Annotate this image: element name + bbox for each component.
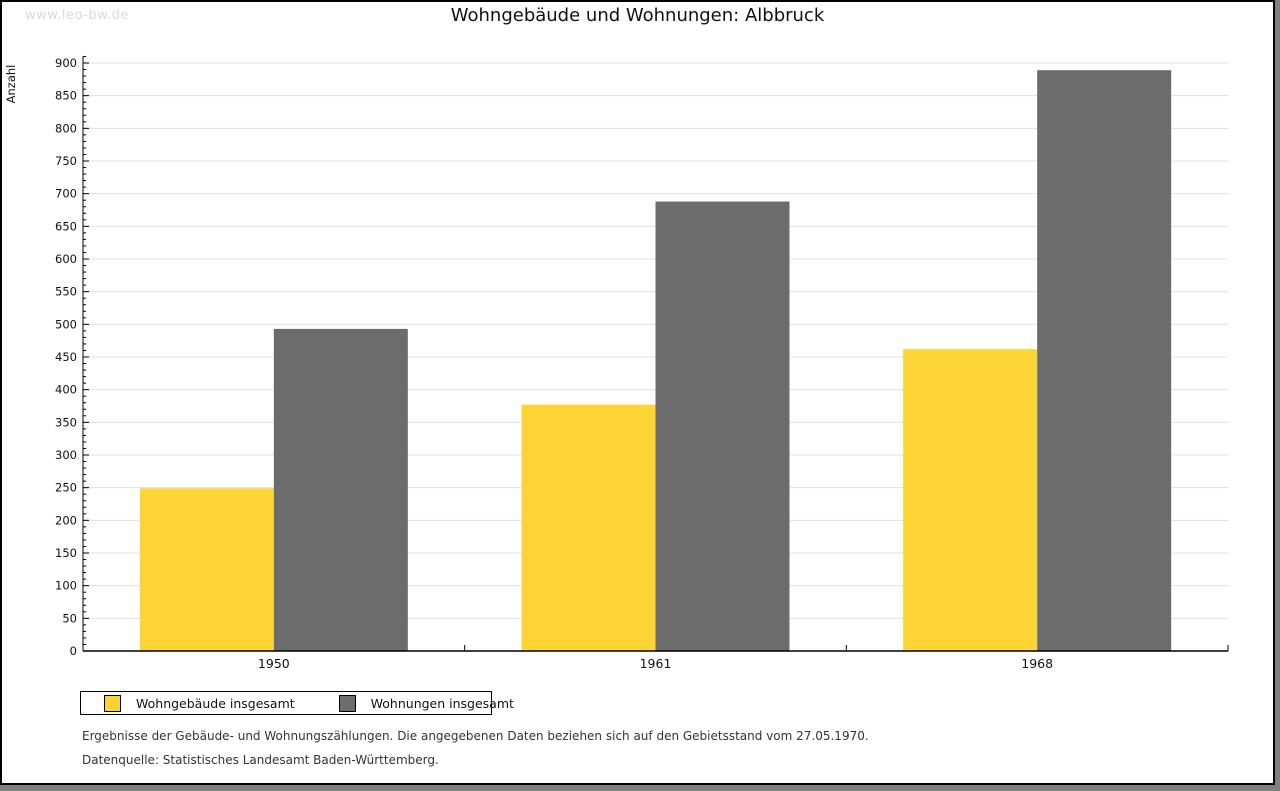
legend-swatch-wohngebaeude xyxy=(104,694,121,712)
footnote-gebietsstand: Ergebnisse der Gebäude- und Wohnungszähl… xyxy=(82,729,869,743)
y-tick-label: 850 xyxy=(55,89,77,103)
bar-1968-series0 xyxy=(903,349,1038,651)
bar-1950-series0 xyxy=(139,488,274,651)
chart-title: Wohngebäude und Wohnungen: Albbruck xyxy=(450,5,825,26)
legend-label-wohngebaeude: Wohngebäude insgesamt xyxy=(136,695,295,711)
y-tick-label: 700 xyxy=(55,187,77,201)
bar-1961-series0 xyxy=(521,404,656,651)
legend-item-wohngebaeude: Wohngebäude insgesamt xyxy=(104,694,295,712)
bar-1961-series1 xyxy=(655,201,790,652)
y-tick-label: 450 xyxy=(55,350,77,364)
y-tick-label: 0 xyxy=(70,644,77,658)
y-tick-label: 650 xyxy=(55,219,77,233)
x-category-label: 1961 xyxy=(640,656,672,671)
x-category-label: 1968 xyxy=(1021,656,1053,671)
y-tick-label: 350 xyxy=(55,415,77,429)
legend-item-wohnungen: Wohnungen insgesamt xyxy=(338,694,514,712)
x-category-label: 1950 xyxy=(258,656,290,671)
watermark: www.leo-bw.de xyxy=(25,8,129,23)
y-tick-label: 800 xyxy=(55,121,77,135)
legend-label-wohnungen: Wohnungen insgesamt xyxy=(370,695,514,711)
footnote-datenquelle: Datenquelle: Statistisches Landesamt Bad… xyxy=(82,753,439,767)
y-tick-label: 100 xyxy=(55,579,77,593)
y-tick-label: 500 xyxy=(55,317,77,331)
bar-1968-series1 xyxy=(1037,70,1172,652)
y-tick-label: 550 xyxy=(55,285,77,299)
legend-swatch-wohnungen xyxy=(338,694,356,712)
y-tick-label: 900 xyxy=(55,56,77,70)
y-tick-label: 150 xyxy=(55,546,77,560)
y-tick-label: 250 xyxy=(55,481,77,495)
y-tick-label: 200 xyxy=(55,513,77,527)
y-tick-label: 400 xyxy=(55,383,77,397)
y-tick-label: 300 xyxy=(55,448,77,462)
y-tick-label: 600 xyxy=(55,252,77,266)
legend: Wohngebäude insgesamt Wohnungen insgesam… xyxy=(80,691,514,715)
bar-1950-series1 xyxy=(273,328,408,651)
y-tick-label: 750 xyxy=(55,154,77,168)
y-axis-title: Anzahl xyxy=(4,65,18,104)
y-tick-label: 50 xyxy=(62,611,77,625)
bar-chart: 1950 1961 1968 0 50 100 150 200 250 300 350 400 450 5… xyxy=(4,55,1229,671)
